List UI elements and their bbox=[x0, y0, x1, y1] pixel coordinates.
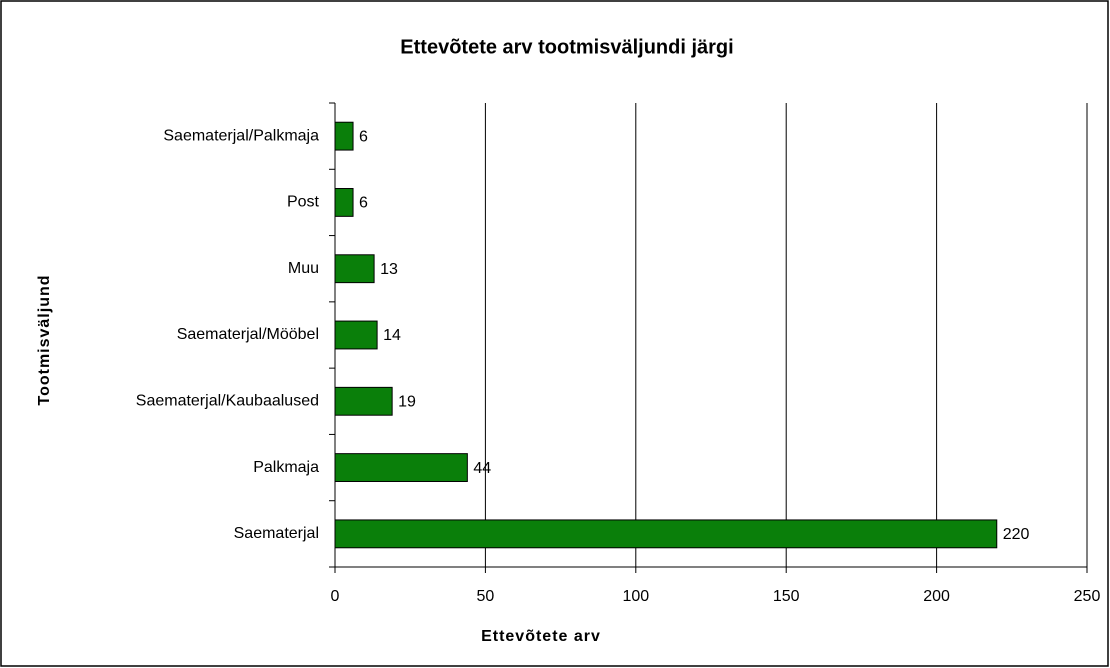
y-tick-label: Saematerjal/Kaubaalused bbox=[136, 393, 319, 410]
bar bbox=[334, 254, 375, 284]
chart-title: Ettevõtete arv tootmisväljundi järgi bbox=[400, 36, 733, 58]
y-tick-label: Saematerjal bbox=[234, 525, 319, 542]
x-tick-label: 0 bbox=[331, 588, 340, 605]
value-label: 19 bbox=[398, 394, 416, 411]
bar bbox=[334, 188, 354, 217]
x-tick-label: 250 bbox=[1074, 588, 1101, 605]
y-tick-label: Muu bbox=[288, 260, 319, 277]
value-label: 6 bbox=[359, 128, 368, 145]
x-tick-label: 200 bbox=[923, 588, 950, 605]
value-label: 14 bbox=[383, 327, 401, 344]
value-label: 220 bbox=[1003, 526, 1030, 543]
y-tick-label: Saematerjal/Palkmaja bbox=[163, 127, 319, 144]
bar bbox=[334, 320, 378, 350]
y-axis-label: Tootmisväljund bbox=[36, 274, 53, 405]
bar bbox=[334, 121, 354, 151]
value-label: 13 bbox=[380, 261, 398, 278]
bar bbox=[334, 453, 468, 482]
y-tick-label: Saematerjal/Mööbel bbox=[177, 326, 319, 343]
value-label: 44 bbox=[473, 460, 491, 477]
y-tick-label: Palkmaja bbox=[253, 459, 319, 476]
x-tick-label: 100 bbox=[622, 588, 649, 605]
bar bbox=[334, 386, 393, 416]
y-tick-label: Post bbox=[287, 194, 320, 211]
x-tick-label: 50 bbox=[477, 588, 495, 605]
bar bbox=[334, 519, 998, 549]
x-tick-label: 150 bbox=[773, 588, 800, 605]
value-label: 6 bbox=[359, 195, 368, 212]
x-axis-label: Ettevõtete arv bbox=[481, 628, 601, 645]
